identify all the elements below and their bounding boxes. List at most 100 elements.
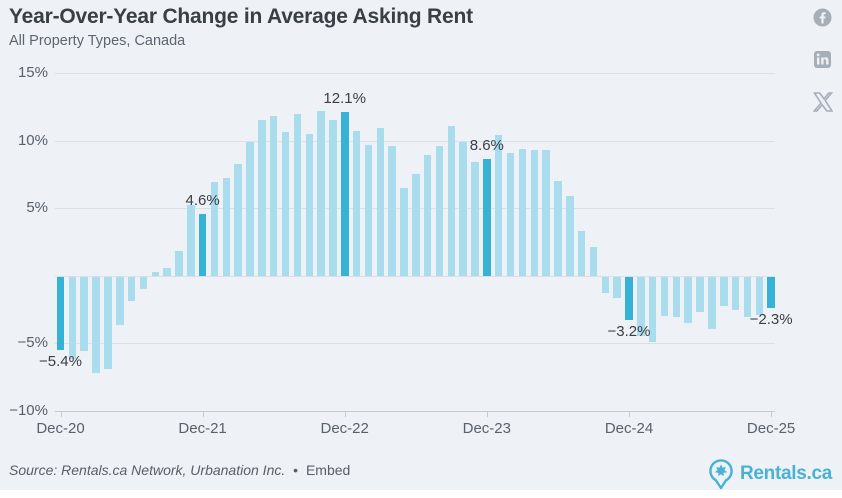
y-axis-label: −5% xyxy=(17,334,48,352)
bar-Aug-25[interactable] xyxy=(720,276,728,307)
gridline xyxy=(55,72,775,74)
bar-Nov-22[interactable] xyxy=(329,120,337,276)
page-title: Year-Over-Year Change in Average Asking … xyxy=(9,5,473,28)
bar-Oct-23[interactable] xyxy=(459,141,467,276)
bar-Dec-22[interactable] xyxy=(341,112,349,276)
bar-Mar-24[interactable] xyxy=(518,148,527,276)
bar-Dec-25[interactable] xyxy=(767,276,775,308)
y-axis-label: 5% xyxy=(26,199,48,217)
gridline xyxy=(55,275,775,277)
bar-Jun-21[interactable] xyxy=(127,276,136,301)
bar-Oct-25[interactable] xyxy=(743,276,752,318)
facebook-share-icon[interactable] xyxy=(813,8,833,32)
bar-Dec-24[interactable] xyxy=(625,276,633,320)
bar-Dec-20[interactable] xyxy=(56,276,65,350)
x-axis-label: Dec-22 xyxy=(320,420,369,437)
bar-Jun-22[interactable] xyxy=(269,116,278,276)
bar-Jan-23[interactable] xyxy=(352,131,361,276)
bar-Feb-23[interactable] xyxy=(364,144,373,276)
y-axis-label: 15% xyxy=(17,63,48,81)
x-axis-label: Dec-21 xyxy=(178,420,227,437)
rentals-ca-logo[interactable]: Rentals.ca xyxy=(707,458,832,490)
bar-Aug-21[interactable] xyxy=(151,271,159,276)
bar-Mar-21[interactable] xyxy=(92,276,100,373)
bar-Jul-25[interactable] xyxy=(708,276,716,330)
bar-Apr-25[interactable] xyxy=(672,276,681,318)
bar-Feb-22[interactable] xyxy=(222,178,231,276)
bar-Apr-21[interactable] xyxy=(104,276,112,369)
embed-link[interactable]: Embed xyxy=(305,462,351,478)
bar-Jan-25[interactable] xyxy=(637,276,645,337)
bar-Jan-22[interactable] xyxy=(210,182,219,276)
bar-Jul-21[interactable] xyxy=(139,276,148,289)
x-axis-label: Dec-24 xyxy=(604,420,654,437)
bar-Mar-23[interactable] xyxy=(376,128,384,276)
bar-Jun-25[interactable] xyxy=(696,276,704,312)
y-axis-label: −10% xyxy=(9,401,48,419)
bar-Aug-24[interactable] xyxy=(577,231,586,276)
bar-Jul-22[interactable] xyxy=(281,132,290,276)
x-axis-label: Dec-23 xyxy=(462,420,511,437)
x-axis-label: Dec-25 xyxy=(746,420,796,437)
bar-Jul-24[interactable] xyxy=(566,195,574,276)
x-axis-tick xyxy=(60,411,62,417)
linkedin-share-icon[interactable] xyxy=(813,50,833,74)
bar-May-23[interactable] xyxy=(400,187,408,276)
data-label-Dec-20: −5.4% xyxy=(39,352,82,370)
x-axis-tick xyxy=(629,411,630,417)
bar-Dec-23[interactable] xyxy=(483,159,491,276)
bar-Jan-24[interactable] xyxy=(494,135,503,276)
data-label-Dec-22: 12.1% xyxy=(323,90,366,108)
bar-Aug-23[interactable] xyxy=(435,145,444,276)
x-axis-tick xyxy=(771,411,773,417)
bar-Apr-24[interactable] xyxy=(530,150,538,276)
source-note: Source: Rentals.ca Network, Urbanation I… xyxy=(9,462,350,478)
bar-May-21[interactable] xyxy=(116,276,124,326)
bar-Apr-22[interactable] xyxy=(246,141,254,276)
social-share-bar xyxy=(812,8,834,134)
x-axis-line xyxy=(55,410,775,412)
gridline xyxy=(55,140,775,142)
bar-Oct-21[interactable] xyxy=(175,251,183,276)
bar-Nov-25[interactable] xyxy=(755,276,763,315)
bar-Nov-24[interactable] xyxy=(613,276,621,299)
data-label-Dec-24: −3.2% xyxy=(607,323,651,340)
bar-Jun-24[interactable] xyxy=(554,181,562,276)
bar-Apr-23[interactable] xyxy=(388,145,396,276)
bar-Mar-22[interactable] xyxy=(234,163,242,276)
bar-Mar-25[interactable] xyxy=(660,276,669,316)
bar-Jan-21[interactable] xyxy=(68,276,77,360)
bar-Nov-23[interactable] xyxy=(471,162,479,276)
separator-dot: • xyxy=(293,462,299,478)
x-axis-tick xyxy=(486,411,488,417)
gridline xyxy=(55,343,775,345)
bar-May-24[interactable] xyxy=(542,150,550,276)
bar-Oct-24[interactable] xyxy=(601,276,609,293)
bar-Nov-21[interactable] xyxy=(187,205,195,276)
y-axis-label: 10% xyxy=(17,131,48,149)
data-label-Dec-25: −2.3% xyxy=(749,310,793,328)
x-axis-label: Dec-20 xyxy=(36,420,85,437)
bar-Feb-25[interactable] xyxy=(648,276,657,342)
bar-Sep-24[interactable] xyxy=(589,247,598,276)
page-subtitle: All Property Types, Canada xyxy=(9,33,186,49)
bar-May-22[interactable] xyxy=(258,120,266,276)
bar-Feb-21[interactable] xyxy=(80,276,88,352)
bar-Aug-22[interactable] xyxy=(293,113,302,276)
bar-Jun-23[interactable] xyxy=(412,174,420,276)
bar-Sep-23[interactable] xyxy=(447,125,456,276)
bar-Feb-24[interactable] xyxy=(506,152,515,276)
bar-Sep-25[interactable] xyxy=(731,276,740,311)
bar-May-25[interactable] xyxy=(684,276,692,323)
bar-Sep-22[interactable] xyxy=(305,133,313,276)
bottom-strip xyxy=(0,490,842,498)
source-text: Source: Rentals.ca Network, Urbanation I… xyxy=(9,462,286,478)
x-axis-tick xyxy=(344,411,346,417)
bar-Oct-22[interactable] xyxy=(317,110,325,276)
bar-Dec-21[interactable] xyxy=(198,213,207,276)
bar-Sep-21[interactable] xyxy=(163,267,171,276)
bar-Jul-23[interactable] xyxy=(423,155,432,276)
data-label-Dec-21: 4.6% xyxy=(185,191,220,209)
x-share-icon[interactable] xyxy=(812,92,834,116)
